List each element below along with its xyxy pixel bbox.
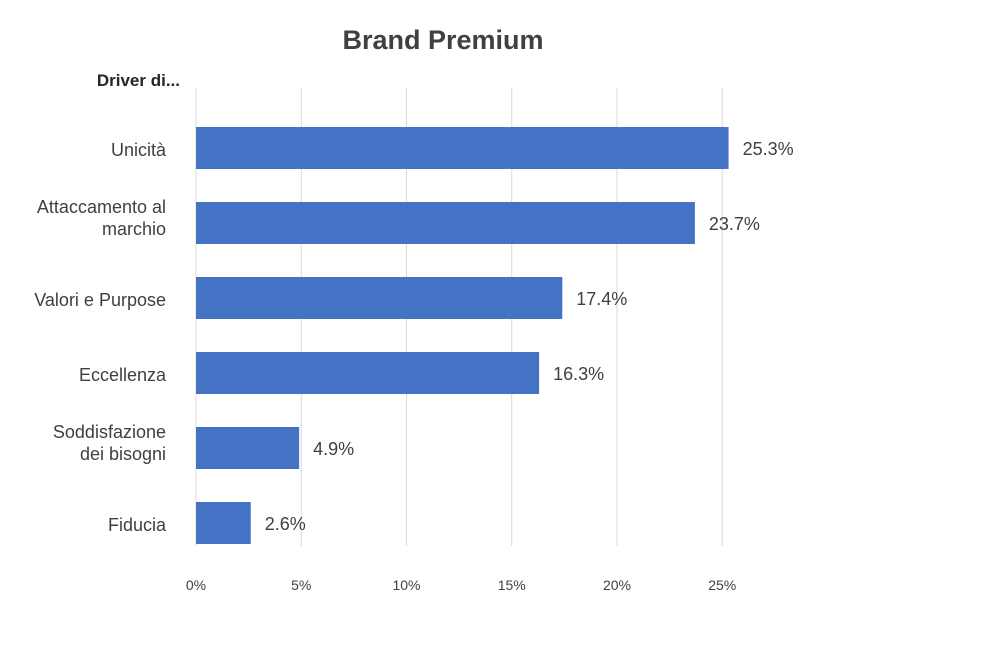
category-label: Eccellenza [79, 365, 167, 385]
category-label: Valori e Purpose [34, 290, 166, 310]
category-label-line: Soddisfazione [53, 422, 166, 442]
chart-title: Brand Premium [342, 25, 543, 55]
data-label: 17.4% [576, 289, 627, 309]
data-label: 4.9% [313, 439, 354, 459]
category-labels: Unicità Attaccamento al marchio Valori e Pu… [34, 140, 167, 535]
category-label-line: Attaccamento al [37, 197, 166, 217]
x-tick-label: 0% [186, 577, 206, 593]
data-label: 23.7% [709, 214, 760, 234]
bar [196, 277, 563, 319]
bar [196, 202, 695, 244]
x-tick-labels: 0% 5% 10% 15% 20% 25% [186, 577, 736, 593]
bar [196, 427, 300, 469]
data-label: 2.6% [265, 514, 306, 534]
x-tick-label: 20% [603, 577, 631, 593]
x-tick-label: 25% [708, 577, 736, 593]
bar [196, 352, 540, 394]
data-label: 16.3% [553, 364, 604, 384]
bar [196, 127, 729, 169]
data-label: 25.3% [743, 139, 794, 159]
category-label: Attaccamento al marchio [37, 197, 166, 239]
x-tick-label: 5% [291, 577, 311, 593]
category-label-line: dei bisogni [80, 444, 166, 464]
category-label: Soddisfazione dei bisogni [53, 422, 166, 464]
x-tick-label: 15% [498, 577, 526, 593]
category-label: Unicità [111, 140, 167, 160]
bar [196, 502, 251, 544]
x-tick-label: 10% [392, 577, 420, 593]
y-axis-title: Driver di... [97, 71, 180, 90]
bars [196, 127, 729, 544]
category-label-line: marchio [102, 219, 166, 239]
category-label: Fiducia [108, 515, 167, 535]
data-labels: 25.3% 23.7% 17.4% 16.3% 4.9% 2.6% [265, 139, 794, 534]
